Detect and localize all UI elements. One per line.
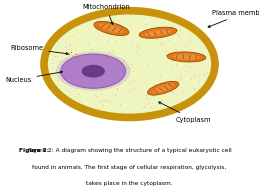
Ellipse shape <box>148 81 179 95</box>
Ellipse shape <box>145 29 171 36</box>
Text: takes place in the cytoplasm.: takes place in the cytoplasm. <box>86 181 173 186</box>
Text: Figure 2:: Figure 2: <box>19 148 49 153</box>
Ellipse shape <box>173 54 200 60</box>
Ellipse shape <box>99 24 124 33</box>
Ellipse shape <box>56 51 131 91</box>
Ellipse shape <box>139 27 177 38</box>
Text: Plasma membrane: Plasma membrane <box>208 10 259 27</box>
Text: Mitochondrion: Mitochondrion <box>82 4 130 24</box>
Ellipse shape <box>82 65 105 78</box>
Text: Cytoplasm: Cytoplasm <box>159 102 212 123</box>
Ellipse shape <box>167 52 206 62</box>
Text: Ribosome: Ribosome <box>10 45 68 55</box>
Text: found in animals. The first stage of cellular respiration, glycolysis,: found in animals. The first stage of cel… <box>32 165 227 170</box>
Ellipse shape <box>44 11 215 117</box>
Ellipse shape <box>94 21 129 35</box>
Ellipse shape <box>61 54 126 88</box>
Ellipse shape <box>153 84 174 93</box>
Text: Figure 2: A diagram showing the structure of a typical eukaryotic cell: Figure 2: A diagram showing the structur… <box>28 148 231 153</box>
Text: Nucleus: Nucleus <box>5 71 62 83</box>
